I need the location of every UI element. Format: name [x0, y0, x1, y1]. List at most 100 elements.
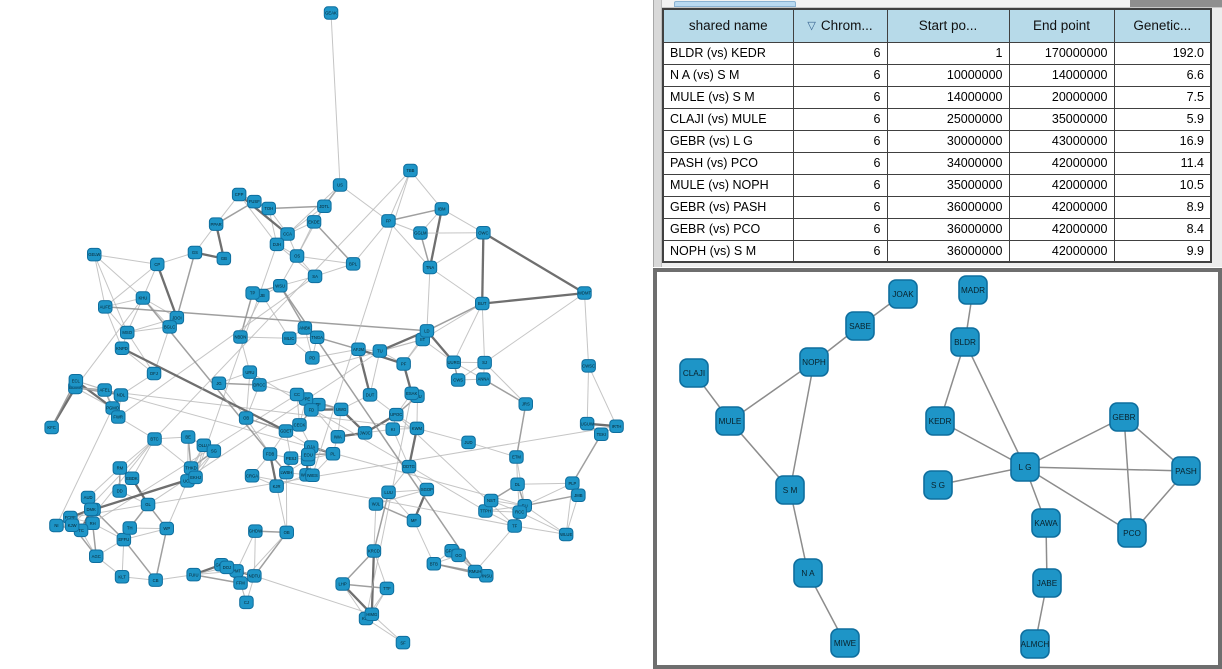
node-shape[interactable]	[317, 199, 332, 213]
node-shape[interactable]	[409, 421, 425, 436]
node-shape[interactable]	[345, 257, 361, 271]
node-shape[interactable]	[925, 406, 955, 436]
node-shape[interactable]	[679, 358, 709, 388]
network-node[interactable]: WJL	[368, 497, 384, 511]
panel-divider[interactable]	[653, 0, 662, 267]
node-shape[interactable]	[292, 418, 307, 432]
cell-value[interactable]: 43000000	[1008, 129, 1115, 153]
network-node[interactable]: PLP	[565, 476, 580, 490]
network-edge-GEBR-PCO[interactable]	[1123, 416, 1133, 534]
network-node[interactable]: AFJM	[351, 342, 366, 356]
node-shape[interactable]	[304, 403, 319, 417]
network-node[interactable]: EFFU	[116, 532, 132, 547]
node-shape[interactable]	[239, 595, 254, 610]
network-edge-GEBR-LG[interactable]	[1024, 416, 1125, 468]
cell-shared-name[interactable]: CLAJI (vs) MULE	[662, 107, 794, 131]
node-shape[interactable]	[581, 359, 596, 373]
node-shape[interactable]	[577, 286, 592, 300]
cell-value[interactable]: 42000000	[1008, 195, 1115, 219]
network-node[interactable]: ETM	[509, 450, 524, 464]
network-node[interactable]: WLUE	[558, 527, 574, 542]
node-shape[interactable]	[395, 635, 411, 650]
network-node-JOAK[interactable]: JOAK	[888, 279, 918, 309]
cell-shared-name[interactable]: GEBR (vs) L G	[662, 129, 794, 153]
column-header-shared-name[interactable]: shared name	[662, 8, 794, 43]
node-shape[interactable]	[362, 388, 378, 402]
network-edge-LG-PCO[interactable]	[1024, 466, 1133, 534]
node-shape[interactable]	[208, 217, 224, 231]
node-shape[interactable]	[84, 502, 99, 517]
node-shape[interactable]	[307, 269, 323, 284]
node-shape[interactable]	[413, 226, 428, 240]
network-node[interactable]: CPP	[231, 187, 247, 202]
network-node-SM[interactable]: S M	[775, 475, 805, 505]
cell-value[interactable]: 10.5	[1113, 173, 1212, 197]
node-shape[interactable]	[799, 347, 829, 377]
cell-value[interactable]: 14000000	[1008, 63, 1115, 87]
network-node[interactable]: TOH	[261, 201, 276, 216]
node-shape[interactable]	[1032, 568, 1062, 598]
node-shape[interactable]	[279, 465, 294, 480]
node-shape[interactable]	[85, 516, 100, 530]
table-row[interactable]: PASH (vs) PCO 6 34000000 42000000 11.4	[662, 151, 1212, 175]
node-shape[interactable]	[113, 388, 129, 402]
network-node[interactable]: KJR	[269, 479, 284, 493]
cell-value[interactable]: 7.5	[1113, 85, 1212, 109]
node-shape[interactable]	[330, 430, 346, 444]
cell-value[interactable]: 6	[792, 239, 888, 263]
node-shape[interactable]	[958, 275, 988, 305]
node-shape[interactable]	[793, 558, 823, 588]
cell-value[interactable]: 170000000	[1008, 41, 1115, 65]
network-node[interactable]: BTC	[147, 432, 162, 446]
cell-value[interactable]: 6	[792, 63, 888, 87]
network-node[interactable]: LWBH	[279, 465, 294, 480]
node-shape[interactable]	[558, 527, 574, 542]
network-node[interactable]: DDTG	[401, 459, 417, 474]
node-shape[interactable]	[351, 342, 366, 356]
network-node[interactable]: GL	[140, 497, 156, 512]
network-node[interactable]: PESJ	[283, 451, 299, 465]
node-shape[interactable]	[476, 226, 491, 240]
network-node[interactable]: URU	[242, 365, 258, 379]
node-shape[interactable]	[332, 178, 348, 192]
node-shape[interactable]	[279, 525, 294, 540]
node-shape[interactable]	[180, 430, 196, 444]
node-shape[interactable]	[366, 544, 382, 558]
node-shape[interactable]	[248, 524, 263, 538]
network-node[interactable]: SF	[395, 635, 411, 650]
table-row[interactable]: CLAJI (vs) MULE 6 25000000 35000000 5.9	[662, 107, 1212, 131]
network-node[interactable]: LUU	[381, 485, 396, 499]
network-node[interactable]: MLIC	[282, 331, 297, 345]
cell-value[interactable]: 6	[792, 107, 888, 131]
network-node[interactable]: NDTU	[247, 569, 262, 583]
node-shape[interactable]	[571, 488, 586, 502]
column-header-start-position[interactable]: Start po...	[886, 8, 1010, 43]
network-node[interactable]: KRCD	[366, 544, 382, 558]
cell-value[interactable]: 5.9	[1113, 107, 1212, 131]
node-shape[interactable]	[419, 324, 435, 338]
network-node[interactable]: UGUW	[579, 416, 595, 431]
node-shape[interactable]	[97, 383, 112, 397]
network-node-GEBR[interactable]: GEBR	[1109, 402, 1139, 432]
network-node[interactable]: EOU	[301, 447, 316, 462]
network-node[interactable]: UWG	[333, 402, 349, 417]
network-node[interactable]: DMK	[84, 502, 99, 517]
node-shape[interactable]	[306, 215, 322, 229]
network-node[interactable]: DRCC	[252, 378, 267, 392]
node-shape[interactable]	[120, 325, 135, 340]
node-shape[interactable]	[289, 249, 305, 263]
table-tab[interactable]	[674, 1, 796, 7]
network-node[interactable]: TBB	[403, 163, 418, 178]
node-shape[interactable]	[450, 373, 466, 387]
network-node[interactable]: RCC	[512, 505, 527, 519]
table-row[interactable]: GEBR (vs) PASH 6 36000000 42000000 8.9	[662, 195, 1212, 219]
network-node[interactable]: HIMG	[364, 607, 380, 621]
cell-shared-name[interactable]: NOPH (vs) S M	[662, 239, 794, 263]
node-shape[interactable]	[507, 519, 522, 533]
cell-value[interactable]: 9.9	[1113, 239, 1212, 263]
cell-value[interactable]: 34000000	[886, 151, 1010, 175]
cell-value[interactable]: 1	[886, 41, 1010, 65]
node-shape[interactable]	[775, 475, 805, 505]
network-node[interactable]: DD	[112, 484, 127, 498]
network-node[interactable]: SG	[206, 444, 222, 458]
